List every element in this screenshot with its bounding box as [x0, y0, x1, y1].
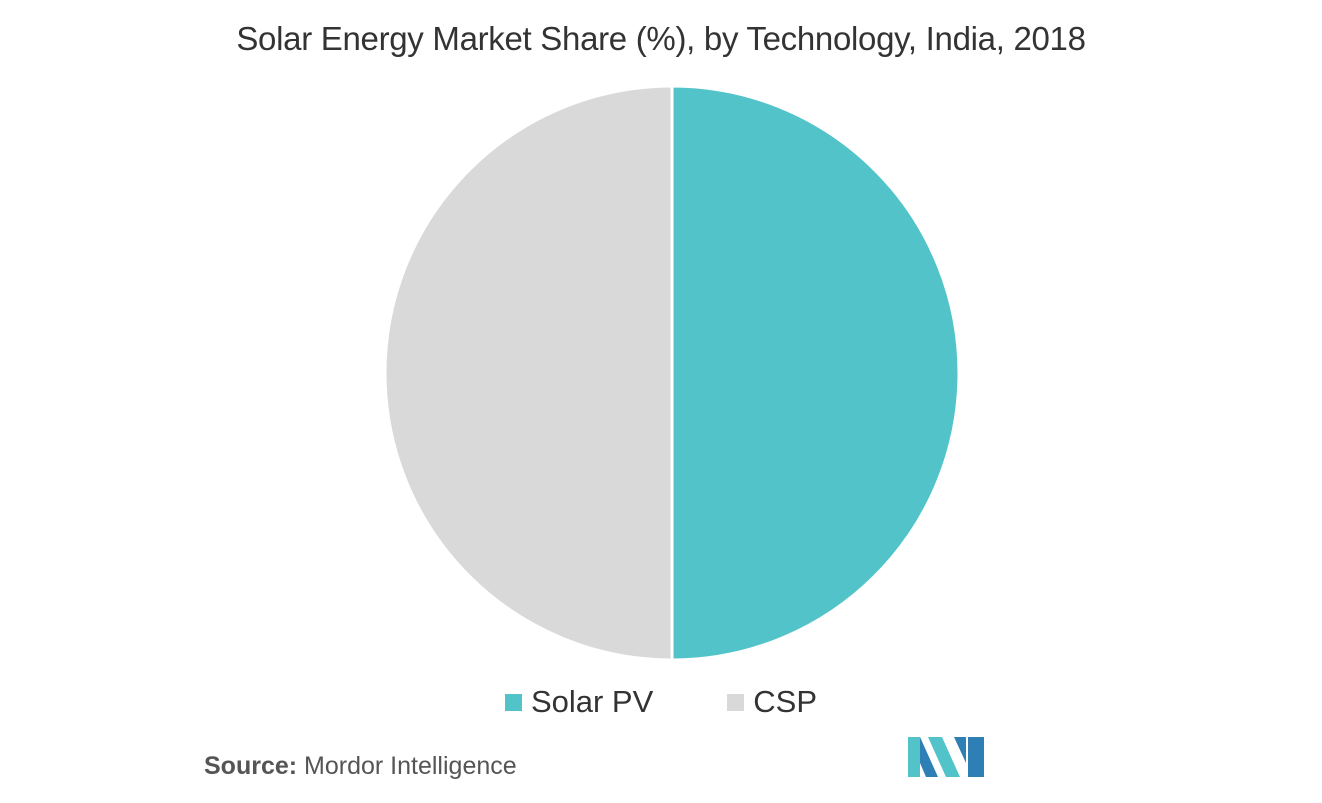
logo-right-diagonal — [954, 737, 966, 763]
legend-label-csp: CSP — [753, 684, 818, 719]
pie-slice-csp — [383, 84, 674, 662]
source-text: Mordor Intelligence — [304, 752, 517, 780]
logo-left-bar — [908, 737, 920, 777]
source-note: Source: Mordor Intelligence — [204, 752, 517, 781]
chart-title: Solar Energy Market Share (%), by Techno… — [236, 20, 1086, 57]
legend-label-solar-pv: Solar PV — [530, 684, 654, 719]
pie-chart — [383, 84, 961, 662]
logo-left-diagonal — [920, 737, 938, 777]
logo-middle-diagonal — [928, 737, 960, 777]
logo-right-bar — [968, 737, 984, 777]
mordor-intelligence-logo-icon — [908, 737, 984, 777]
legend-item-solar-pv: Solar PV — [504, 684, 654, 720]
legend-item-csp: CSP — [727, 684, 817, 720]
pie-slice-solar-pv — [670, 84, 961, 662]
source-label: Source: — [204, 752, 298, 780]
legend-swatch-solar-pv — [504, 693, 522, 711]
legend: Solar PV CSP — [0, 684, 1322, 720]
legend-swatch-csp — [727, 693, 745, 711]
